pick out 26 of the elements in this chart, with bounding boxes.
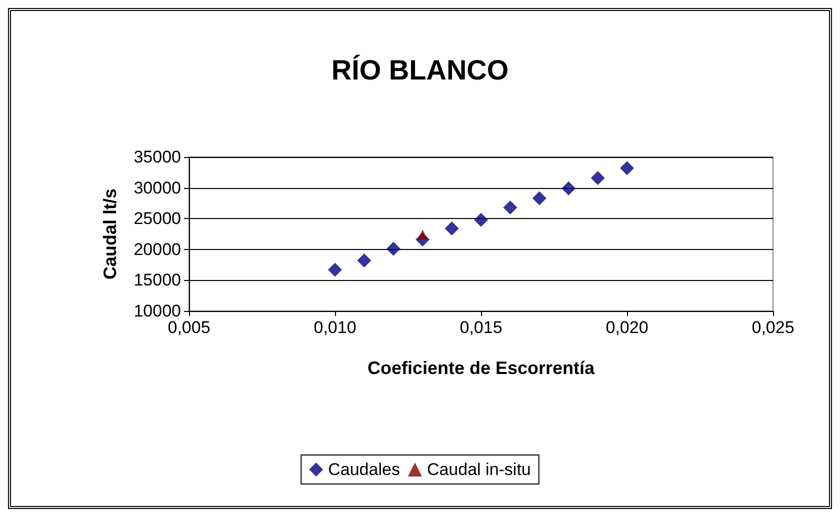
- chart-title: RÍO BLANCO: [331, 54, 509, 86]
- y-tick-label: 30000: [134, 178, 181, 198]
- point: [590, 170, 605, 185]
- y-tick-label: 10000: [134, 302, 181, 320]
- legend-label: Caudal in-situ: [426, 460, 531, 479]
- y-tick-label: 20000: [134, 240, 181, 259]
- point: [503, 200, 518, 215]
- point: [474, 212, 488, 227]
- point: [620, 161, 634, 176]
- x-tick-label: 0,020: [606, 318, 648, 337]
- y-tick-label: 15000: [134, 270, 181, 290]
- x-tick-label: 0,010: [314, 318, 356, 337]
- point: [532, 191, 546, 206]
- y-tick-label: 25000: [134, 209, 181, 228]
- y-axis-title: Caudal lt/s: [100, 188, 120, 280]
- x-axis-title: Coeficiente de Escorrentía: [367, 358, 596, 378]
- y-tick-label: 35000: [134, 148, 181, 166]
- x-tick-label: 0,015: [460, 318, 502, 337]
- point: [328, 262, 342, 277]
- point: [562, 181, 576, 196]
- point: [386, 242, 400, 256]
- point: [444, 221, 459, 236]
- legend-label: Caudales: [328, 460, 400, 479]
- point: [357, 253, 372, 268]
- x-tick-label: 0,005: [168, 318, 210, 337]
- x-tick-label: 0,025: [752, 318, 794, 337]
